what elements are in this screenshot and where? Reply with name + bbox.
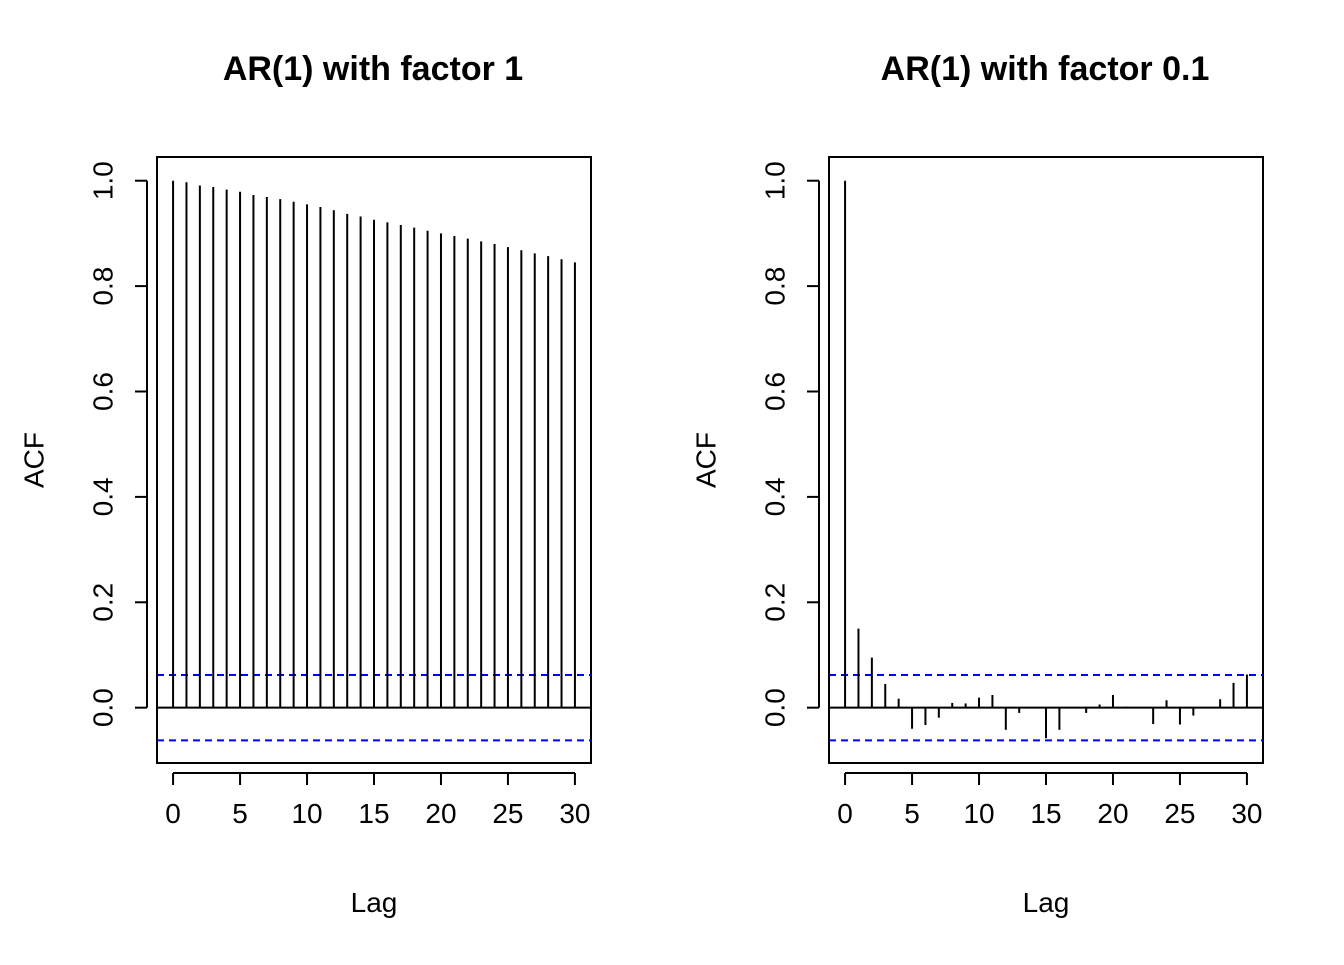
chart-title: AR(1) with factor 0.1: [881, 50, 1210, 88]
y-tick-label: 0.0: [87, 688, 118, 727]
acf-panel-factor-0-1: AR(1) with factor 0.1 0 5 10 15 20 25 30 0.0 0.2 0…: [690, 50, 1264, 918]
x-tick-label: 20: [425, 798, 456, 829]
x-tick-label: 25: [1164, 798, 1195, 829]
y-axis-label: ACF: [18, 432, 49, 488]
x-tick-label: 0: [837, 798, 853, 829]
chart-title: AR(1) with factor 1: [223, 50, 523, 88]
x-axis-label: Lag: [351, 887, 398, 918]
plot-frame: [156, 156, 592, 764]
x-tick-label: 5: [904, 798, 920, 829]
y-axis-label: ACF: [690, 432, 721, 488]
x-tick-label: 10: [963, 798, 994, 829]
x-tick-label: 5: [232, 798, 248, 829]
x-tick-label: 25: [492, 798, 523, 829]
y-tick-label: 0.6: [87, 372, 118, 411]
x-tick-label: 0: [165, 798, 181, 829]
acf-panel-factor-1: AR(1) with factor 1 0 5 10 15 20 25 30 0.0 0.2 0.4…: [18, 50, 592, 918]
x-axis-label: Lag: [1023, 887, 1070, 918]
y-tick-label: 1.0: [87, 161, 118, 200]
x-tick-label: 15: [1030, 798, 1061, 829]
y-tick-label: 0.0: [759, 688, 790, 727]
y-tick-label: 0.6: [759, 372, 790, 411]
x-tick-label: 30: [559, 798, 590, 829]
y-tick-label: 0.8: [87, 267, 118, 306]
y-tick-label: 0.2: [759, 583, 790, 622]
x-tick-label: 10: [291, 798, 322, 829]
plot-frame: [828, 156, 1264, 764]
y-tick-label: 0.8: [759, 267, 790, 306]
x-tick-label: 15: [358, 798, 389, 829]
y-tick-label: 0.2: [87, 583, 118, 622]
x-tick-label: 30: [1231, 798, 1262, 829]
x-tick-label: 20: [1097, 798, 1128, 829]
y-tick-label: 0.4: [87, 477, 118, 516]
y-tick-label: 0.4: [759, 477, 790, 516]
y-tick-label: 1.0: [759, 161, 790, 200]
